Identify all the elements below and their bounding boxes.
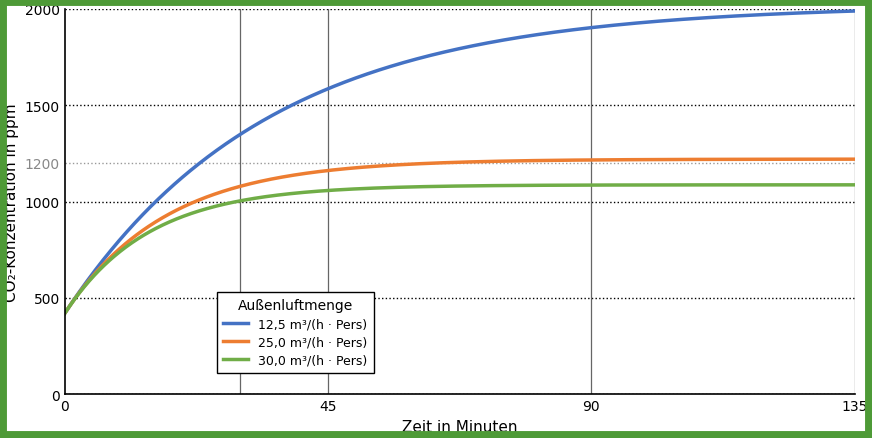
30,0 m³/(h · Pers) — [739, 183, 750, 188]
25,0 m³/(h · Pers) — [849, 157, 860, 162]
Y-axis label: CO₂-Konzentration in ppm: CO₂-Konzentration in ppm — [4, 103, 19, 301]
25,0 m³/(h · Pers) — [518, 159, 528, 164]
30,0 m³/(h · Pers) — [108, 255, 119, 260]
12,5 m³/(h · Pers) — [658, 19, 669, 25]
X-axis label: Zeit in Minuten: Zeit in Minuten — [402, 419, 517, 434]
25,0 m³/(h · Pers) — [539, 159, 549, 164]
30,0 m³/(h · Pers) — [59, 311, 70, 316]
12,5 m³/(h · Pers) — [539, 32, 549, 37]
12,5 m³/(h · Pers) — [518, 35, 528, 40]
12,5 m³/(h · Pers) — [849, 9, 860, 14]
25,0 m³/(h · Pers) — [658, 158, 669, 163]
12,5 m³/(h · Pers) — [562, 29, 573, 34]
30,0 m³/(h · Pers) — [539, 183, 549, 188]
12,5 m³/(h · Pers) — [739, 14, 750, 19]
30,0 m³/(h · Pers) — [562, 183, 573, 188]
25,0 m³/(h · Pers) — [108, 252, 119, 258]
25,0 m³/(h · Pers) — [739, 157, 750, 162]
30,0 m³/(h · Pers) — [658, 183, 669, 188]
30,0 m³/(h · Pers) — [849, 183, 860, 188]
25,0 m³/(h · Pers) — [562, 158, 573, 163]
12,5 m³/(h · Pers) — [108, 245, 119, 251]
Line: 30,0 m³/(h · Pers): 30,0 m³/(h · Pers) — [65, 185, 855, 314]
30,0 m³/(h · Pers) — [518, 184, 528, 189]
12,5 m³/(h · Pers) — [59, 311, 70, 316]
Line: 12,5 m³/(h · Pers): 12,5 m³/(h · Pers) — [65, 12, 855, 314]
25,0 m³/(h · Pers) — [59, 311, 70, 316]
Legend: 12,5 m³/(h · Pers), 25,0 m³/(h · Pers), 30,0 m³/(h · Pers): 12,5 m³/(h · Pers), 25,0 m³/(h · Pers), … — [217, 293, 374, 373]
Line: 25,0 m³/(h · Pers): 25,0 m³/(h · Pers) — [65, 160, 855, 314]
